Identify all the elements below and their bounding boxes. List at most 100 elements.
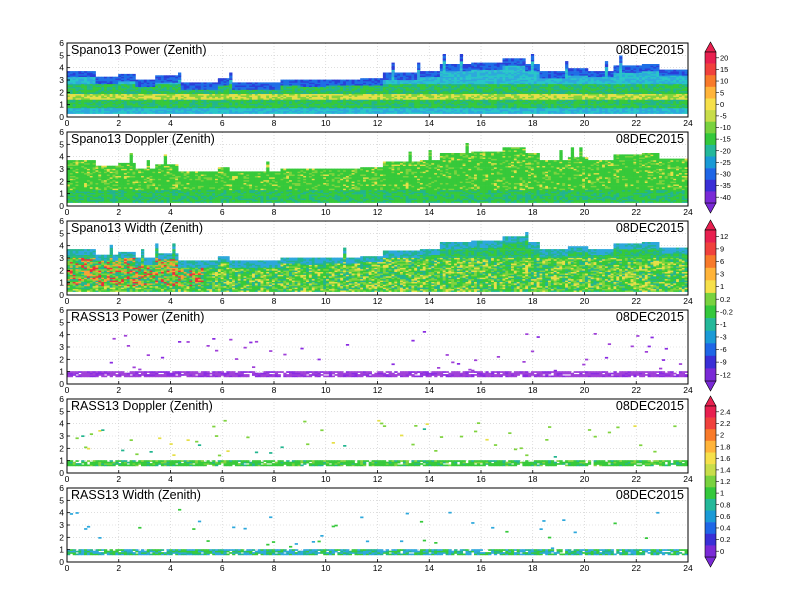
- data-cell: [201, 109, 204, 111]
- data-cell: [184, 85, 187, 87]
- data-cell: [147, 80, 150, 82]
- data-cell: [235, 109, 238, 111]
- data-cell: [110, 78, 113, 80]
- data-cell: [207, 101, 210, 103]
- data-cell: [130, 74, 133, 76]
- radar-profiler-figure: Spano13 Power (Zenith) 08DEC20150 2 4 6 8 10 12…: [0, 0, 792, 612]
- data-cell: [204, 94, 207, 96]
- data-cell: [138, 94, 141, 96]
- data-cell: [127, 101, 130, 103]
- data-cell: [127, 85, 130, 87]
- data-cell: [204, 85, 207, 87]
- data-cell: [178, 73, 181, 75]
- data-cell: [93, 78, 96, 80]
- data-cell: [141, 80, 144, 82]
- data-cell: [70, 109, 73, 111]
- data-cell: [209, 82, 212, 84]
- data-cell: [198, 85, 201, 87]
- data-cell: [115, 94, 118, 96]
- data-cell: [249, 101, 252, 103]
- data-cell: [229, 109, 232, 111]
- data-cell: [172, 78, 175, 80]
- data-cell: [244, 94, 247, 96]
- data-cell: [249, 94, 252, 96]
- data-cell: [172, 85, 175, 87]
- data-cell: [96, 77, 99, 79]
- data-cell: [124, 94, 127, 96]
- data-cell: [84, 78, 87, 80]
- data-cell: [198, 82, 201, 84]
- data-cell: [152, 101, 155, 103]
- data-cell: [252, 101, 255, 103]
- data-cell: [164, 94, 167, 96]
- data-cell: [246, 85, 249, 87]
- data-cell: [252, 85, 255, 87]
- data-cell: [221, 109, 224, 111]
- data-cell: [150, 109, 153, 111]
- data-cell: [107, 101, 110, 103]
- data-cell: [121, 94, 124, 96]
- data-cell: [96, 85, 99, 87]
- data-cell: [232, 94, 235, 96]
- data-cell: [170, 85, 173, 87]
- data-cell: [152, 94, 155, 96]
- data-cell: [221, 85, 224, 87]
- data-cell: [133, 109, 136, 111]
- data-cell: [113, 101, 116, 103]
- data-cell: [78, 101, 81, 103]
- data-cell: [244, 109, 247, 111]
- data-cell: [167, 101, 170, 103]
- data-cell: [93, 71, 96, 73]
- data-cell: [127, 78, 130, 80]
- data-cell: [244, 82, 247, 84]
- data-cell: [189, 101, 192, 103]
- data-cell: [164, 78, 167, 80]
- data-cell: [164, 85, 167, 87]
- data-cell: [175, 101, 178, 103]
- data-cell: [90, 109, 93, 111]
- data-cell: [238, 82, 241, 84]
- data-cell: [192, 101, 195, 103]
- data-cell: [246, 82, 249, 84]
- data-cell: [215, 101, 218, 103]
- data-cell: [115, 101, 118, 103]
- data-cell: [238, 109, 241, 111]
- data-cell: [229, 101, 232, 103]
- data-cell: [124, 78, 127, 80]
- data-cell: [204, 101, 207, 103]
- data-cell: [244, 101, 247, 103]
- data-cell: [158, 94, 161, 96]
- data-cell: [238, 94, 241, 96]
- data-cell: [187, 94, 190, 96]
- data-cell: [107, 109, 110, 111]
- data-cell: [110, 77, 113, 79]
- data-cell: [147, 101, 150, 103]
- data-cell: [158, 109, 161, 111]
- data-cell: [178, 109, 181, 111]
- data-cell: [98, 101, 101, 103]
- data-cell: [161, 94, 164, 96]
- data-cell: [76, 85, 79, 87]
- data-cell: [138, 80, 141, 82]
- data-cell: [198, 109, 201, 111]
- data-cell: [130, 78, 133, 80]
- data-cell: [90, 78, 93, 80]
- data-cell: [195, 101, 198, 103]
- data-cell: [215, 85, 218, 87]
- data-cell: [155, 109, 158, 111]
- data-cell: [84, 109, 87, 111]
- data-cell: [235, 82, 238, 84]
- data-cell: [155, 75, 158, 77]
- data-cell: [90, 85, 93, 87]
- data-cell: [76, 109, 79, 111]
- data-cell: [201, 94, 204, 96]
- data-cell: [73, 101, 76, 103]
- data-cell: [150, 80, 153, 82]
- data-cell: [178, 78, 181, 80]
- data-cell: [130, 101, 133, 103]
- data-cell: [170, 109, 173, 111]
- data-cell: [226, 101, 229, 103]
- data-cell: [181, 85, 184, 87]
- data-cell: [90, 71, 93, 73]
- data-cell: [201, 82, 204, 84]
